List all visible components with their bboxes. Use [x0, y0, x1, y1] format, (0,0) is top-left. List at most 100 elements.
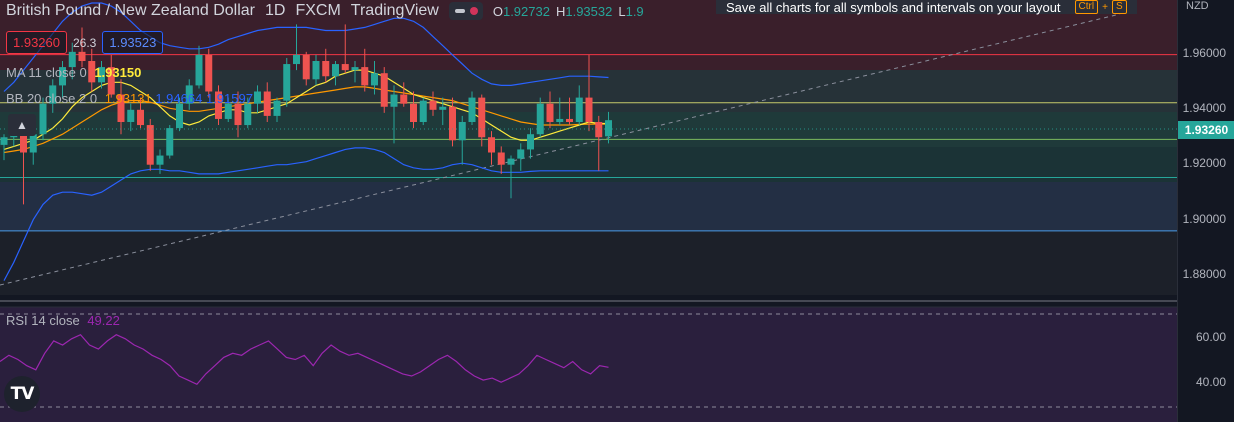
ma-line [3, 69, 609, 150]
candle [107, 54, 115, 98]
candle [497, 146, 505, 174]
bb-basis-line [3, 86, 609, 154]
candle [244, 97, 252, 129]
candle-body [20, 128, 27, 153]
candle-body [380, 73, 388, 107]
candle [605, 111, 612, 144]
buy-button[interactable]: 1.93523 [102, 31, 164, 54]
symbol-legend: British Pound / New Zealand Dollar 1D FX… [6, 0, 644, 22]
indicator-ma[interactable]: MA 11 close 0 1.93150 [6, 65, 141, 80]
candle [439, 97, 447, 126]
candle [117, 79, 125, 135]
candle [488, 131, 495, 165]
candle-body [117, 94, 125, 122]
shortcut-keys: Ctrl + S [1074, 0, 1127, 14]
candle [156, 149, 164, 174]
candle-body [283, 64, 291, 101]
rsi-tick: 60.00 [1195, 330, 1226, 344]
tradingview-logo-icon[interactable]: TV [4, 376, 40, 412]
candle [527, 128, 534, 159]
legend-toggle[interactable] [448, 2, 483, 20]
trend-line[interactable] [0, 13, 1121, 286]
source-label: TradingView [350, 2, 439, 19]
candle-body [49, 85, 57, 104]
spread-value: 26.3 [73, 35, 97, 50]
ohlc-open: O1.92732 [492, 3, 550, 19]
bb-upper-value: 1.94664 [155, 91, 203, 106]
candle [68, 42, 76, 80]
bb-lower-line [3, 147, 609, 281]
candle-body [468, 97, 476, 122]
candle [176, 97, 183, 132]
candle-body [361, 67, 369, 86]
candle [254, 85, 261, 113]
candle [468, 91, 476, 126]
candle [273, 97, 281, 122]
rsi-title: RSI 14 close [6, 313, 80, 328]
candle [341, 24, 349, 74]
chevron-up-icon: ▲ [16, 118, 28, 132]
price-tick: 1.88000 [1182, 267, 1226, 281]
candle-body [341, 64, 349, 71]
candle [322, 48, 330, 83]
candle [351, 61, 359, 83]
sell-button[interactable]: 1.93260 [6, 31, 67, 54]
candle [410, 91, 417, 129]
candle-body [371, 73, 378, 86]
candle-body [536, 103, 544, 135]
currency-label[interactable]: NZD [1186, 0, 1209, 12]
candle-body [332, 64, 339, 77]
candle-body [146, 125, 154, 165]
candle-body [29, 134, 37, 153]
candle [39, 97, 47, 141]
candle-body [176, 103, 183, 129]
bb-upper-line [3, 2, 609, 92]
candle-body [595, 122, 603, 138]
collapse-legend-button[interactable]: ▲ [8, 114, 36, 136]
current-price-badge: 1.93260 [1178, 121, 1234, 139]
ma-title: MA 11 close 0 [6, 65, 87, 80]
candle [536, 97, 544, 138]
candle [361, 48, 369, 92]
candle [29, 131, 37, 165]
candle-body [68, 51, 76, 68]
indicator-bb[interactable]: BB 20 close 2 0 1.93131 1.94664 1.91597 [6, 91, 253, 106]
candle-body [156, 155, 164, 165]
candle [166, 125, 174, 159]
candle [332, 61, 339, 86]
candle [49, 79, 57, 113]
key-plus: + [1102, 1, 1108, 13]
candle [88, 48, 96, 92]
candle-body [98, 67, 105, 83]
candle-body [293, 54, 300, 65]
candle [449, 97, 456, 147]
candle [380, 67, 388, 113]
price-tick: 1.92000 [1182, 156, 1226, 170]
candle [215, 85, 222, 126]
candle-body [224, 103, 232, 119]
interval-label[interactable]: 1D [265, 2, 286, 19]
candle [195, 45, 203, 89]
key-ctrl: Ctrl [1074, 0, 1099, 14]
candle [263, 82, 271, 122]
candle [312, 54, 320, 86]
ma-value: 1.93150 [94, 65, 142, 80]
symbol-title[interactable]: British Pound / New Zealand Dollar [6, 2, 256, 19]
candle-body [263, 91, 271, 116]
candle-body [254, 91, 261, 104]
candle-body [107, 67, 115, 95]
candle-body [312, 61, 320, 80]
candle-body [215, 91, 222, 119]
chart-area[interactable]: British Pound / New Zealand Dollar 1D FX… [0, 0, 1177, 422]
bb-lower-value: 1.91597 [205, 91, 253, 106]
candle-body [0, 137, 8, 145]
candle-body [429, 100, 437, 110]
indicator-rsi[interactable]: RSI 14 close 49.22 [6, 313, 120, 328]
price-chart[interactable] [0, 0, 1177, 422]
candle [185, 79, 193, 110]
candle-body [527, 134, 534, 150]
price-axis[interactable]: NZD 1.96000 1.94000 1.92000 1.90000 1.88… [1177, 0, 1234, 422]
candle-body [322, 61, 330, 77]
candle-body [546, 103, 554, 122]
rsi-value: 49.22 [87, 313, 120, 328]
